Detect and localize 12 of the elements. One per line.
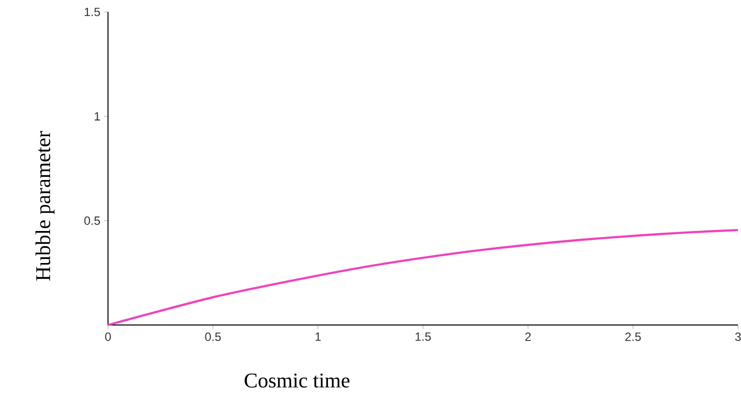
x-tick-label: 0 [105,332,111,341]
y-tick-label: 1 [94,112,100,120]
y-tick-label: 1.5 [84,8,100,16]
x-tick-label: 2.5 [625,332,641,341]
x-tick-label: 1.5 [416,332,431,341]
x-axis-title: Cosmic time [244,374,350,388]
y-axis-title: Hubble parameter [36,131,54,281]
x-tick-label: 2 [525,332,531,341]
y-tick-label: 0.5 [84,216,100,225]
x-tick-label: 1 [316,332,321,341]
x-tick-label: 0.5 [205,332,221,341]
x-tick-label: 3 [735,332,741,341]
